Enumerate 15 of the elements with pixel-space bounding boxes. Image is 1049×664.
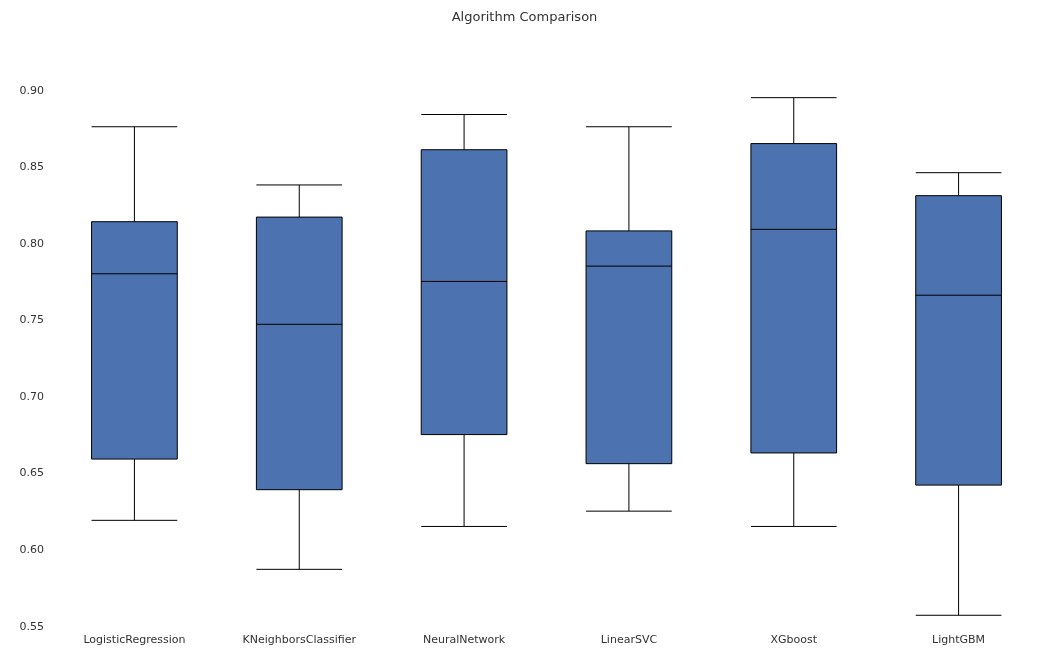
chart-title: Algorithm Comparison (451, 9, 598, 24)
y-tick-label: 0.70 (19, 389, 44, 403)
y-tick-label: 0.85 (19, 160, 44, 174)
x-tick-label: LinearSVC (600, 633, 658, 646)
y-tick-label: 0.55 (19, 619, 44, 633)
y-tick-label: 0.75 (19, 313, 44, 327)
y-tick-label: 0.65 (19, 466, 44, 480)
x-tick-label: LightGBM (932, 633, 986, 646)
y-tick-label: 0.60 (19, 542, 44, 556)
x-tick-label: KNeighborsClassifier (242, 633, 357, 646)
x-tick-label: XGboost (770, 633, 818, 646)
x-tick-label: LogisticRegression (83, 633, 186, 646)
y-tick-label: 0.90 (19, 83, 44, 97)
x-tick-label: NeuralNetwork (422, 633, 506, 646)
y-tick-label: 0.80 (19, 236, 44, 250)
